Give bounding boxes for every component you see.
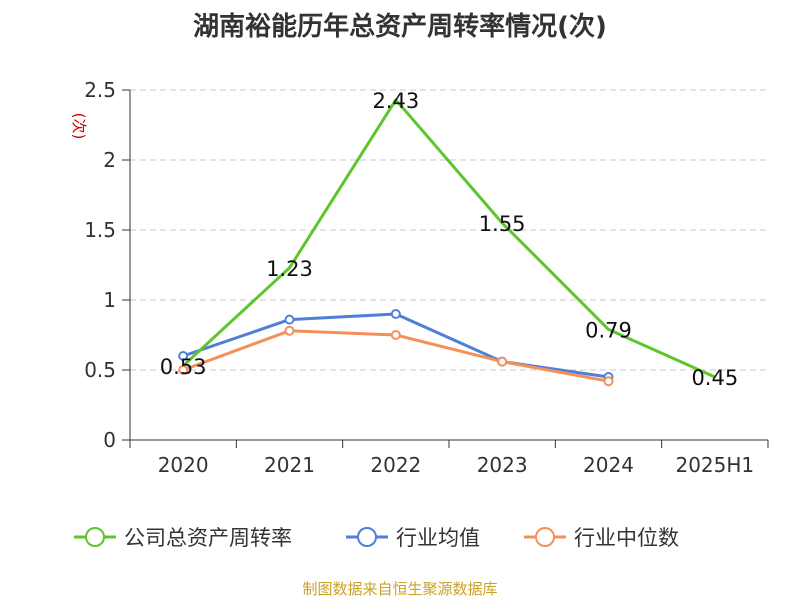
data-point [178, 351, 189, 361]
chart-title: 湖南裕能历年总资产周转率情况(次) [193, 12, 607, 42]
legend-item-label[interactable]: 公司总资产周转率 [124, 526, 292, 550]
x-tick-label: 2020 [158, 453, 209, 477]
legend-swatch-marker [85, 527, 105, 547]
series-line-0 [182, 98, 716, 379]
y-axis-label: (次) [70, 113, 88, 140]
data-label: 0.53 [160, 355, 207, 379]
data-label: 0.79 [585, 318, 632, 342]
legend-item-label[interactable]: 行业均值 [396, 526, 480, 550]
data-label: 1.23 [266, 257, 313, 281]
data-point [497, 356, 508, 367]
y-tick-label: 2 [103, 148, 116, 172]
y-tick-label: 0 [103, 428, 116, 452]
data-point [603, 376, 614, 387]
data-point [390, 309, 401, 319]
legend-swatch-marker [535, 527, 555, 547]
x-tick-label: 2022 [370, 453, 421, 477]
x-tick-label: 2021 [264, 453, 315, 477]
source-note: 制图数据来自恒生聚源数据库 [302, 580, 498, 598]
data-point [284, 325, 295, 336]
legend-item-label[interactable]: 行业中位数 [574, 526, 679, 550]
data-point [178, 365, 189, 375]
data-point [284, 314, 295, 325]
legend-swatch-marker [357, 527, 377, 547]
data-point [390, 330, 401, 340]
data-label: 2.43 [372, 89, 419, 113]
y-tick-label: 1 [103, 288, 116, 312]
data-label: 1.55 [479, 212, 526, 236]
y-tick-label: 2.5 [84, 78, 116, 102]
y-tick-label: 0.5 [84, 358, 116, 382]
x-tick-label: 2024 [583, 453, 634, 477]
y-tick-label: 1.5 [84, 218, 116, 242]
data-label: 0.45 [691, 366, 738, 390]
x-tick-label: 2025H1 [675, 453, 754, 477]
x-tick-label: 2023 [477, 453, 528, 477]
